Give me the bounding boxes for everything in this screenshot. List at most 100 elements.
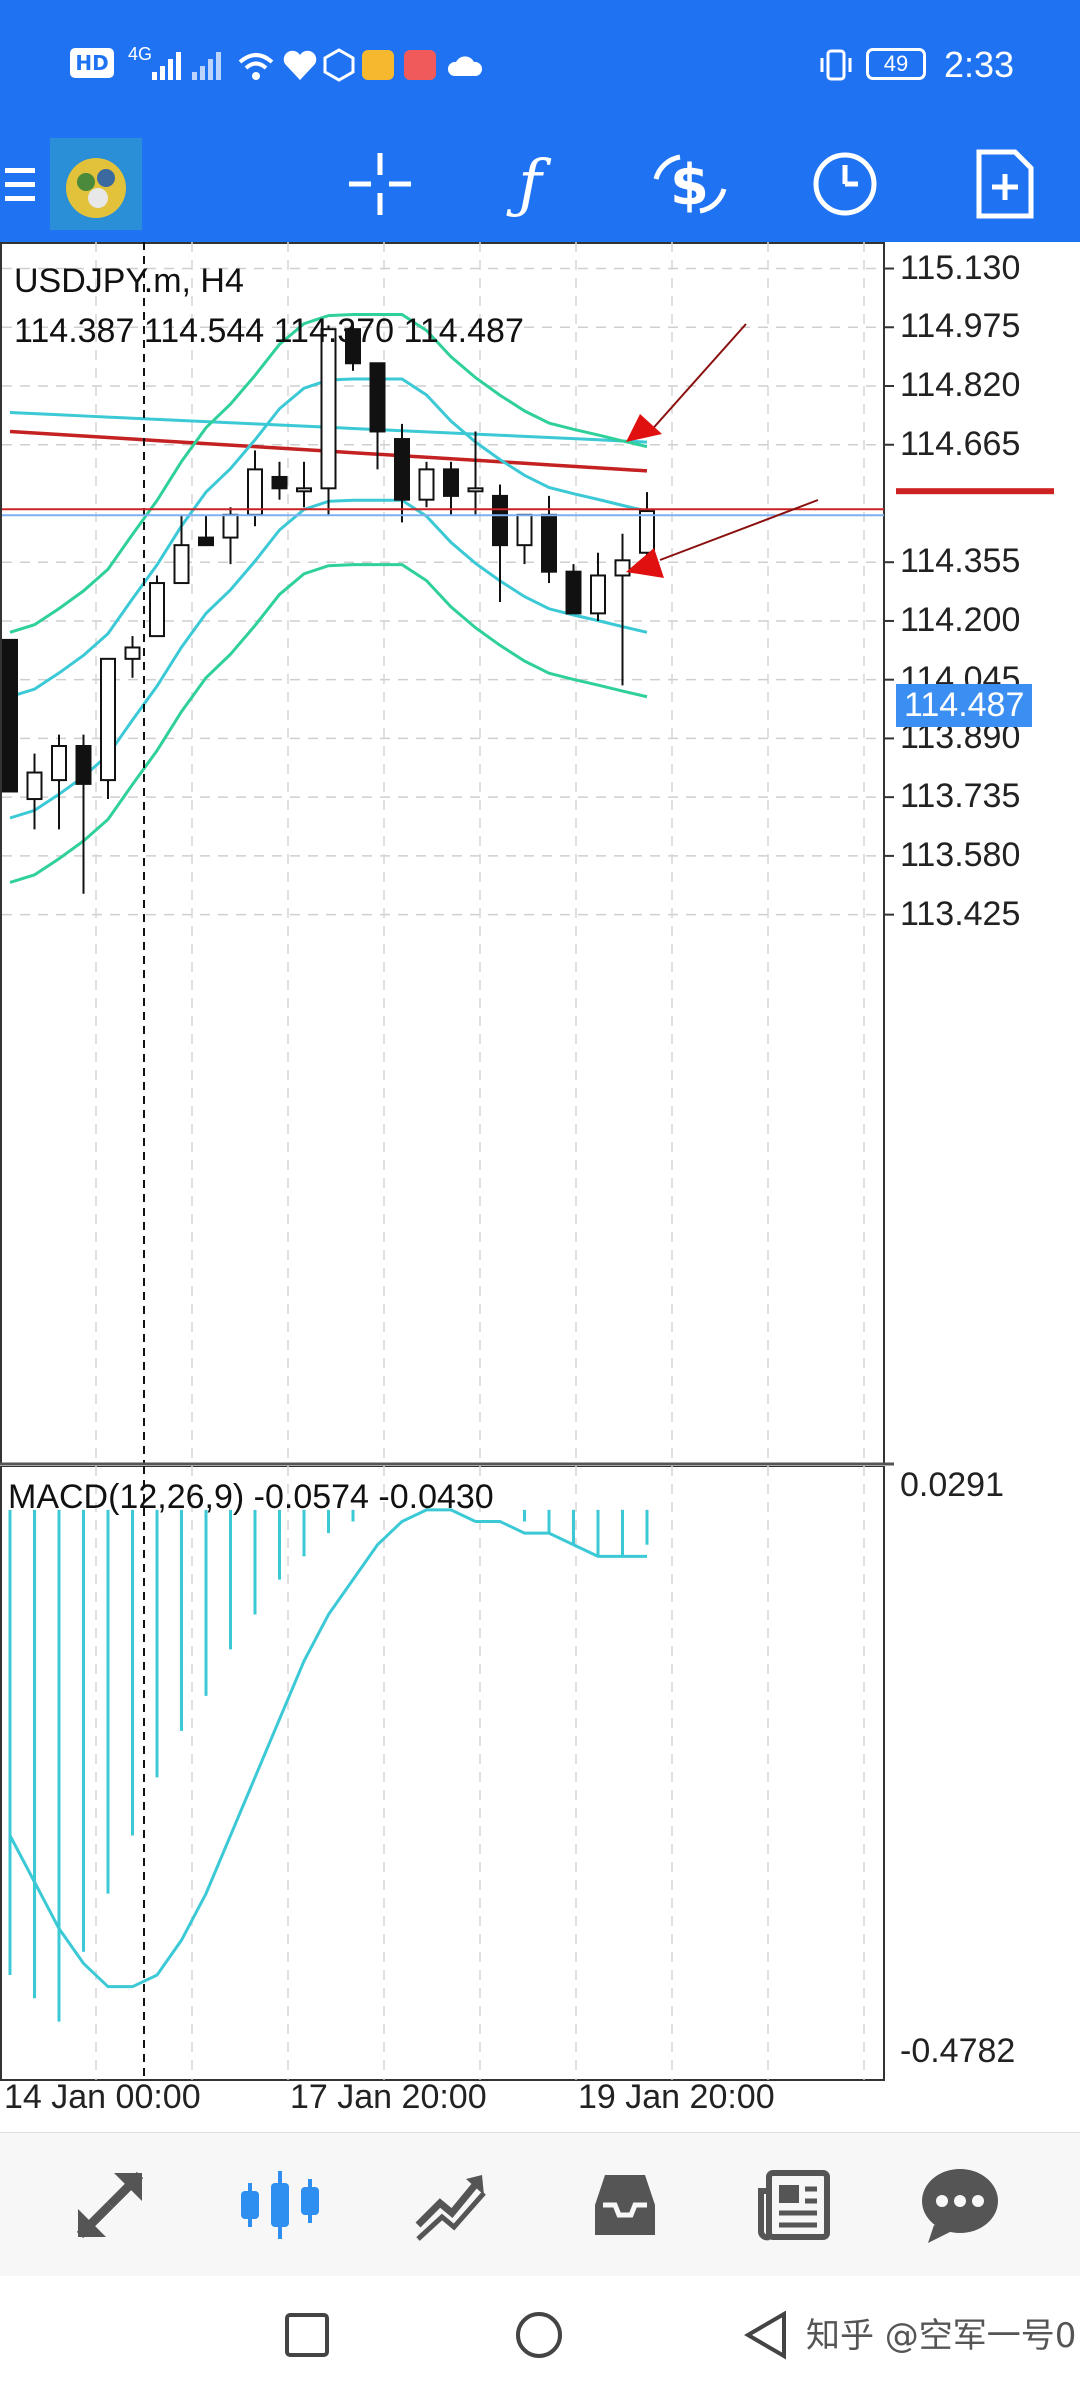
candle-body	[198, 536, 214, 547]
trade-icon: $	[653, 153, 727, 218]
chart-frame	[0, 242, 885, 1465]
price-label: 113.425	[900, 894, 1021, 933]
battery-level: 49	[883, 51, 909, 76]
candle-body	[639, 510, 655, 554]
annotation-arrow	[647, 323, 747, 435]
nav-quotes[interactable]	[25, 2133, 195, 2277]
candle-body	[271, 475, 288, 490]
time-label: 17 Jan 20:00	[290, 2078, 487, 2116]
chat-icon	[922, 2169, 998, 2243]
network-type: 4G	[128, 44, 153, 64]
current-price-tag: 114.487	[896, 684, 1033, 727]
chart-icon	[241, 2171, 319, 2239]
candle-body	[51, 745, 67, 782]
bollinger-band-line	[9, 313, 648, 634]
candle-body	[345, 328, 361, 365]
candle-body	[26, 771, 43, 801]
time-label: 14 Jan 00:00	[4, 2078, 201, 2116]
candle-body	[100, 657, 116, 782]
svg-text:$: $	[670, 153, 709, 218]
ohlc-label: 114.387 114.544 114.370 114.487	[14, 312, 524, 350]
annotation-arrow-head	[626, 414, 662, 442]
nav-news[interactable]	[710, 2133, 880, 2277]
back-icon[interactable]	[744, 2310, 788, 2360]
price-label: 114.665	[900, 424, 1021, 463]
macd-top-label: 0.0291	[900, 1466, 1004, 1504]
macd-signal-line	[8, 1508, 647, 1989]
reader-icon	[404, 50, 436, 80]
vibrate-icon	[820, 49, 852, 81]
annotation-arrow-head	[626, 548, 664, 578]
trade-button[interactable]: $	[640, 125, 740, 242]
nav-trade[interactable]	[365, 2133, 535, 2277]
candle-body	[516, 513, 533, 547]
clock-icon	[813, 152, 877, 215]
time-label: 19 Jan 20:00	[578, 2078, 775, 2116]
price-chart[interactable]	[0, 242, 1080, 1466]
macd-frame	[0, 1466, 885, 2081]
function-icon: ƒ	[518, 146, 542, 221]
wifi-icon	[238, 53, 274, 80]
candle-body	[296, 487, 312, 493]
bollinger-band-line	[9, 563, 648, 884]
health-icon	[283, 50, 317, 80]
candle-body	[467, 487, 484, 493]
price-label: 114.355	[900, 542, 1021, 581]
email-icon	[362, 50, 394, 80]
candle-body	[541, 513, 557, 573]
macd-label: MACD(12,26,9) -0.0574 -0.0430	[8, 1478, 494, 1516]
candle-body	[418, 468, 435, 501]
hd-icon: HD	[70, 48, 114, 78]
candle-body	[247, 468, 263, 516]
new-document-icon	[976, 149, 1034, 218]
cloud-icon	[447, 56, 482, 76]
system-navigation-bar: 知乎 @空军一号01	[0, 2276, 1080, 2388]
news-icon	[758, 2170, 830, 2241]
trade-icon	[415, 2175, 486, 2241]
annotation-arrow	[659, 499, 819, 561]
price-label: 114.975	[900, 307, 1021, 346]
history-icon	[595, 2175, 655, 2235]
new-order-button[interactable]	[955, 125, 1055, 242]
candle-body	[320, 328, 337, 490]
crosshair-button[interactable]	[330, 125, 430, 242]
nav-chart[interactable]	[195, 2133, 365, 2277]
status-bar: HD 4G 49 2:33	[0, 0, 1080, 125]
price-label: 115.130	[900, 248, 1021, 287]
price-label: 113.735	[900, 777, 1021, 816]
candle-body	[614, 559, 631, 577]
nav-chat[interactable]	[875, 2133, 1045, 2277]
candle-body	[222, 513, 239, 539]
recent-apps-icon[interactable]	[284, 2312, 330, 2358]
bottom-navigation	[0, 2132, 1080, 2277]
candle-body	[369, 362, 386, 433]
app-logo-icon	[50, 137, 142, 230]
signal-icon	[152, 52, 221, 80]
app-logo[interactable]	[48, 125, 144, 242]
candle-body	[75, 745, 92, 785]
candle-body	[394, 438, 410, 501]
watermark: 知乎 @空军一号01	[806, 2316, 1080, 2356]
candle-body	[565, 570, 582, 615]
clock-time: 2:33	[944, 44, 1015, 85]
candle-body	[443, 468, 459, 497]
quotes-icon	[76, 2171, 144, 2239]
candle-body	[124, 646, 141, 660]
home-icon[interactable]	[514, 2310, 564, 2360]
candle-body	[492, 494, 508, 547]
price-label: 114.200	[900, 600, 1021, 639]
menu-button[interactable]	[0, 125, 40, 242]
timeframe-button[interactable]	[795, 125, 895, 242]
battery-icon: 49	[866, 48, 926, 80]
chart-area[interactable]: USDJPY.m, H4 114.387 114.544 114.370 114…	[0, 242, 1080, 2132]
indicators-button[interactable]: ƒ	[480, 125, 580, 242]
menu-icon	[5, 167, 35, 201]
symbol-label: USDJPY.m, H4	[14, 262, 244, 300]
bid-marker	[896, 488, 1054, 495]
macd-bottom-label: -0.4782	[900, 2032, 1016, 2070]
macd-chart[interactable]	[0, 1466, 1080, 2082]
price-label: 114.820	[900, 366, 1021, 404]
toolbar	[0, 125, 1080, 242]
crosshair-icon	[349, 152, 411, 215]
nav-history[interactable]	[540, 2133, 710, 2277]
